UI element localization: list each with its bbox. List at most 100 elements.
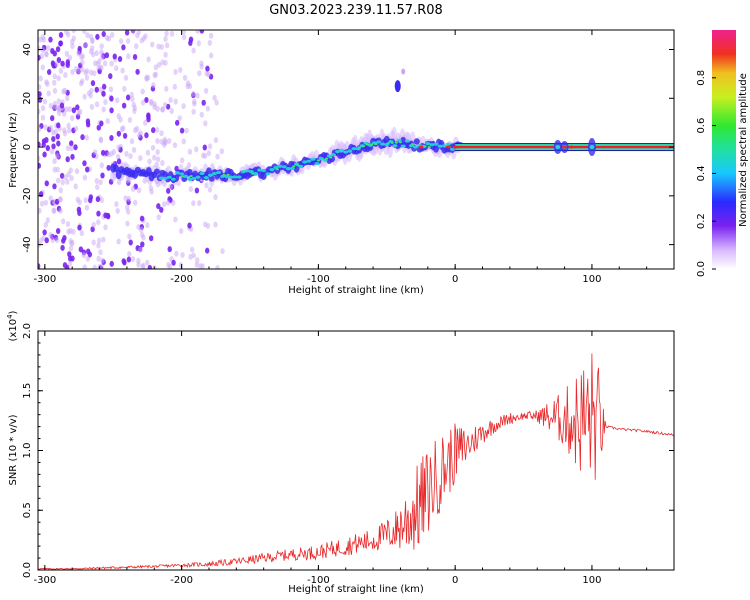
noise-speckle — [38, 162, 42, 169]
noise-speckle — [154, 126, 160, 133]
noise-speckle — [197, 200, 202, 207]
ridge-core — [351, 147, 357, 151]
noise-speckle — [77, 224, 82, 231]
noise-speckle — [89, 69, 94, 76]
noise-speckle — [73, 183, 78, 190]
noise-speckle — [129, 91, 134, 98]
noise-speckle — [118, 38, 124, 45]
snr-xtick-label: 0 — [452, 575, 458, 586]
noise-speckle — [156, 203, 161, 210]
noise-speckle — [124, 150, 129, 157]
noise-speckle — [70, 239, 75, 246]
noise-speckle — [73, 125, 79, 132]
noise-speckle — [75, 196, 81, 203]
noise-speckle — [65, 59, 71, 66]
noise-speckle — [96, 242, 101, 249]
noise-speckle — [194, 261, 200, 268]
noise-speckle — [127, 233, 132, 240]
noise-speckle — [126, 53, 131, 60]
noise-speckle — [84, 134, 89, 141]
noise-speckle — [168, 97, 173, 104]
noise-speckle — [115, 207, 120, 214]
noise-speckle — [203, 120, 208, 127]
noise-speckle — [109, 60, 114, 67]
noise-speckle — [44, 137, 49, 144]
ridge-core — [335, 149, 341, 154]
snr-axes: -300 -200 -100 0 100 0.0 0.5 1.0 1.5 2.0 — [22, 323, 675, 586]
snr-ytick-label: 0.0 — [22, 562, 33, 578]
noise-speckle — [109, 134, 114, 141]
band-peak-dot — [562, 145, 568, 149]
noise-speckle — [95, 33, 100, 40]
ridge-core — [228, 175, 234, 179]
spec-ytick-label: 0 — [22, 144, 33, 150]
ridge-hot — [427, 146, 431, 149]
noise-speckle — [71, 35, 76, 42]
noise-speckle — [138, 226, 144, 233]
band-bulge-core — [555, 145, 561, 150]
noise-speckle — [159, 206, 164, 213]
noise-speckle — [58, 187, 63, 194]
noise-speckle — [205, 247, 210, 254]
noise-speckle — [52, 87, 58, 94]
noise-speckle — [164, 30, 169, 37]
noise-speckle — [114, 65, 119, 72]
ridge-core — [236, 175, 242, 179]
noise-speckle — [52, 183, 57, 190]
noise-speckle — [96, 237, 102, 244]
noise-speckle — [67, 127, 72, 134]
noise-speckle — [139, 215, 145, 222]
noise-speckle — [149, 99, 154, 106]
noise-speckle — [166, 187, 171, 194]
noise-speckle — [92, 264, 97, 269]
noise-speckle — [181, 103, 186, 110]
ridge-hot — [329, 156, 333, 159]
noise-speckle — [84, 68, 90, 75]
ridge-core — [211, 172, 217, 176]
snr-xtick-label: -100 — [307, 575, 330, 586]
noise-speckle — [65, 178, 70, 185]
ridge-core — [248, 170, 254, 174]
noise-speckle — [52, 79, 57, 86]
noise-speckle — [71, 107, 77, 114]
ridge-core — [207, 173, 213, 177]
noise-speckle — [115, 97, 120, 104]
spec-ytick-label: 40 — [22, 43, 33, 56]
noise-speckle — [116, 238, 121, 245]
noise-speckle — [98, 137, 104, 144]
noise-speckle — [103, 212, 108, 219]
noise-speckle — [215, 264, 220, 269]
ridge-hot — [292, 165, 296, 168]
ridge-body — [413, 138, 420, 145]
ridge-core — [187, 177, 193, 181]
noise-speckle — [98, 179, 103, 186]
noise-speckle — [48, 232, 53, 239]
noise-speckle — [67, 54, 73, 61]
noise-speckle — [171, 259, 176, 266]
noise-speckle — [55, 177, 61, 184]
noise-speckle — [203, 87, 209, 94]
ridge-core — [158, 176, 164, 180]
noise-speckle — [147, 158, 152, 165]
noise-speckle — [149, 41, 155, 48]
noise-speckle — [88, 92, 93, 99]
ridge-body — [153, 168, 160, 175]
noise-speckle — [168, 183, 173, 190]
spec-ytick-label: -20 — [22, 188, 33, 204]
colorbar-tick-label: 0.0 — [696, 261, 707, 277]
ridge-core — [380, 142, 386, 146]
snr-ytick-label: 1.5 — [22, 383, 33, 399]
ridge-core — [441, 144, 447, 148]
noise-speckle — [166, 261, 171, 268]
noise-speckle — [196, 40, 201, 47]
noise-speckle — [172, 83, 178, 90]
noise-speckle — [53, 128, 58, 135]
noise-speckle — [84, 74, 90, 81]
ridge-core — [195, 175, 201, 179]
noise-speckle — [83, 197, 88, 204]
noise-speckle — [116, 144, 121, 151]
noise-speckle — [127, 116, 133, 123]
ridge-core — [281, 165, 287, 169]
noise-speckle — [59, 102, 65, 109]
ridge-core — [396, 138, 402, 142]
